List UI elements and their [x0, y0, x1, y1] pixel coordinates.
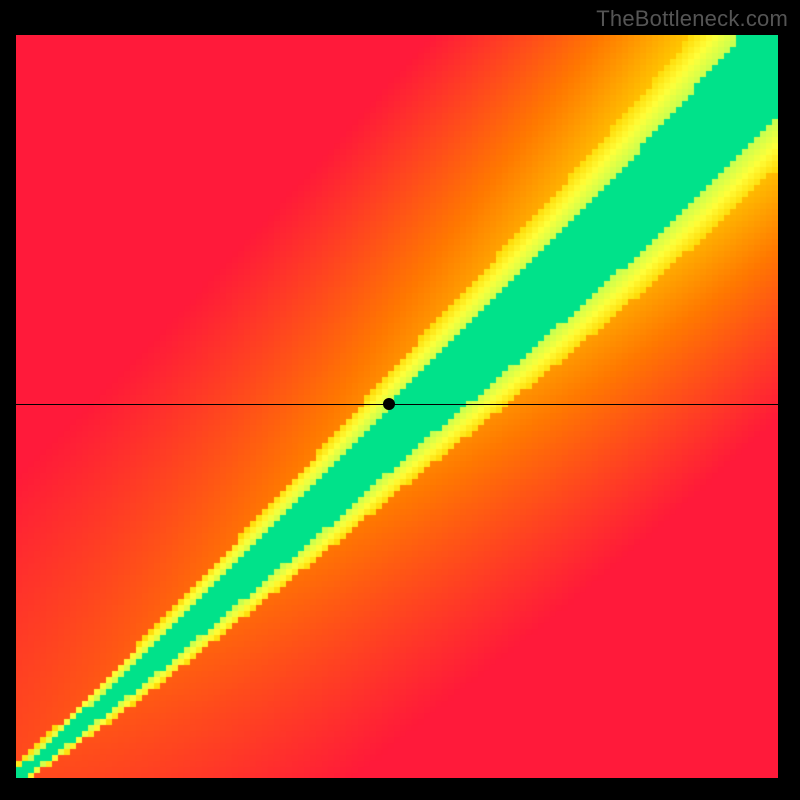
crosshair-horizontal: [16, 404, 778, 405]
crosshair-marker-dot: [383, 398, 395, 410]
chart-frame: [0, 0, 800, 800]
heatmap-canvas: [16, 35, 778, 778]
heatmap-plot: [16, 35, 778, 778]
watermark-text: TheBottleneck.com: [596, 6, 788, 32]
